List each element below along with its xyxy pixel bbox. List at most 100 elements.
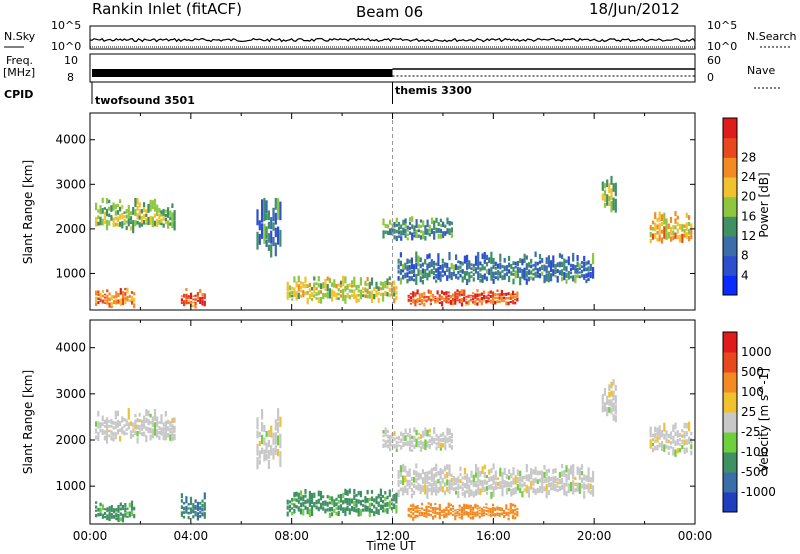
- echo-cell: [263, 223, 266, 244]
- echo-cell: [402, 227, 405, 236]
- echo-cell: [481, 274, 484, 283]
- echo-cell: [583, 274, 586, 280]
- echo-cell: [442, 432, 445, 437]
- cpid-label: CPID: [4, 88, 33, 101]
- echo-cell: [348, 488, 351, 494]
- velocity-colorbar-swatch: [723, 492, 737, 513]
- echo-cell: [127, 218, 130, 227]
- echo-cell: [472, 263, 475, 268]
- echo-cell: [485, 509, 488, 512]
- echo-cell: [428, 261, 431, 269]
- echo-cell: [452, 476, 455, 482]
- echo-cell: [459, 479, 462, 483]
- echo-cell: [364, 294, 367, 298]
- echo-cell: [355, 498, 358, 504]
- echo-cell: [509, 301, 512, 303]
- echo-cell: [536, 274, 539, 278]
- echo-cell: [525, 270, 528, 278]
- echo-cell: [428, 488, 431, 492]
- echo-cell: [382, 218, 385, 226]
- echo-cell: [572, 480, 575, 495]
- echo-cell: [291, 298, 294, 301]
- echo-cell: [355, 294, 358, 304]
- echo-cell: [461, 492, 464, 496]
- echo-cell: [683, 439, 686, 446]
- echo-cell: [119, 288, 122, 295]
- echo-cell: [422, 220, 425, 228]
- echo-cell: [434, 514, 437, 518]
- echo-cell: [162, 208, 165, 216]
- echo-cell: [527, 269, 531, 275]
- echo-cell: [311, 493, 314, 505]
- echo-cell: [665, 218, 668, 233]
- echo-cell: [419, 270, 422, 276]
- echo-cell: [469, 508, 472, 513]
- echo-cell: [304, 505, 307, 510]
- echo-cell: [162, 223, 165, 228]
- echo-cell: [423, 512, 426, 515]
- echo-cell: [676, 215, 679, 220]
- echo-cell: [487, 514, 490, 516]
- echo-cell: [534, 271, 537, 278]
- echo-cell: [474, 503, 477, 509]
- echo-cell: [123, 211, 126, 214]
- echo-cell: [425, 510, 428, 516]
- velocity-colorbar-tick: -25: [741, 425, 761, 439]
- echo-cell: [601, 405, 604, 413]
- echo-cell: [101, 289, 104, 293]
- echo-cell: [461, 487, 464, 492]
- echo-cell: [463, 255, 466, 264]
- echo-cell: [112, 431, 115, 437]
- echo-cell: [674, 218, 677, 224]
- echo-cell: [279, 416, 282, 427]
- echo-cell: [105, 198, 109, 204]
- echo-cell: [423, 295, 426, 299]
- echo-cell: [138, 215, 141, 220]
- echo-cell: [359, 500, 362, 506]
- echo-cell: [443, 297, 446, 302]
- echo-cell: [124, 508, 127, 513]
- echo-cell: [530, 480, 533, 490]
- echo-cell: [99, 298, 102, 303]
- echo-cell: [565, 482, 568, 487]
- echo-cell: [501, 484, 504, 497]
- echo-cell: [379, 293, 382, 296]
- echo-cell: [112, 217, 115, 228]
- echo-cell: [413, 228, 416, 232]
- echo-cell: [447, 291, 450, 294]
- echo-cell: [443, 490, 447, 496]
- echo-cell: [317, 498, 320, 504]
- velocity-colorbar-swatch: [723, 392, 737, 413]
- echo-cell: [565, 473, 568, 483]
- echo-cell: [395, 235, 398, 242]
- echo-cell: [492, 271, 495, 279]
- echo-cell: [672, 435, 675, 444]
- echo-cell: [308, 499, 311, 507]
- echo-cell: [324, 283, 327, 289]
- echo-cell: [448, 464, 451, 477]
- echo-cell: [136, 198, 139, 205]
- echo-cell: [359, 289, 362, 300]
- echo-cell: [267, 460, 270, 469]
- echo-cell: [194, 499, 197, 503]
- echo-cell: [452, 508, 455, 510]
- echo-cell: [196, 295, 199, 300]
- echo-cell: [472, 301, 475, 304]
- echo-cell: [476, 507, 479, 510]
- echo-cell: [656, 231, 659, 235]
- echo-cell: [121, 426, 124, 435]
- echo-cell: [465, 504, 468, 509]
- echo-cell: [574, 265, 577, 274]
- echo-cell: [306, 507, 309, 515]
- echo-cell: [509, 297, 512, 300]
- echo-cell: [532, 487, 535, 494]
- echo-cell: [126, 511, 129, 515]
- echo-cell: [99, 428, 102, 433]
- echo-cell: [201, 300, 204, 304]
- echo-cell: [440, 514, 444, 516]
- echo-cell: [450, 482, 453, 487]
- echo-cell: [121, 204, 124, 209]
- echo-cell: [543, 264, 546, 272]
- echo-cell: [610, 381, 613, 389]
- echo-cell: [397, 479, 400, 487]
